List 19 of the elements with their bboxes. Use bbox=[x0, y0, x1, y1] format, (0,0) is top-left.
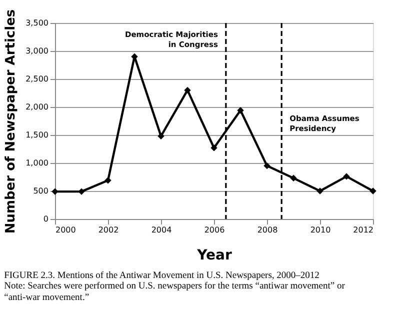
x-tick-label: 2008 bbox=[257, 226, 278, 234]
y-tick-label: 3,500 bbox=[26, 18, 48, 28]
y-tick-label: 3,000 bbox=[26, 46, 48, 56]
y-tick-label: 1,000 bbox=[26, 158, 48, 168]
x-tick-label: 2010 bbox=[310, 226, 331, 234]
x-tick-label: 2012 bbox=[353, 226, 374, 234]
x-tick-label: 2006 bbox=[204, 226, 225, 234]
text: FIGURE 2.3. Mentions of the Antiwar Movement in U.S. Newspapers, 2000–2012 bbox=[4, 271, 320, 281]
x-axis-title: Year bbox=[196, 248, 232, 264]
y-tick-label: 0 bbox=[43, 214, 48, 224]
y-tick-label: 1,500 bbox=[26, 130, 48, 140]
x-tick-label: 2002 bbox=[98, 226, 119, 234]
x-tick-label: 2000 bbox=[56, 226, 76, 234]
x-tick-label: 2004 bbox=[151, 226, 172, 234]
y-axis-title: Number of Newspaper Articles bbox=[4, 9, 19, 234]
text: Note: Searches were performed on U.S. newspapers for the terms “antiwar movement” or “anti-war movement.” bbox=[4, 282, 346, 303]
y-tick-label: 2,000 bbox=[26, 102, 48, 112]
y-tick-label: 2,500 bbox=[26, 74, 48, 84]
y-tick-label: 500 bbox=[33, 186, 48, 196]
